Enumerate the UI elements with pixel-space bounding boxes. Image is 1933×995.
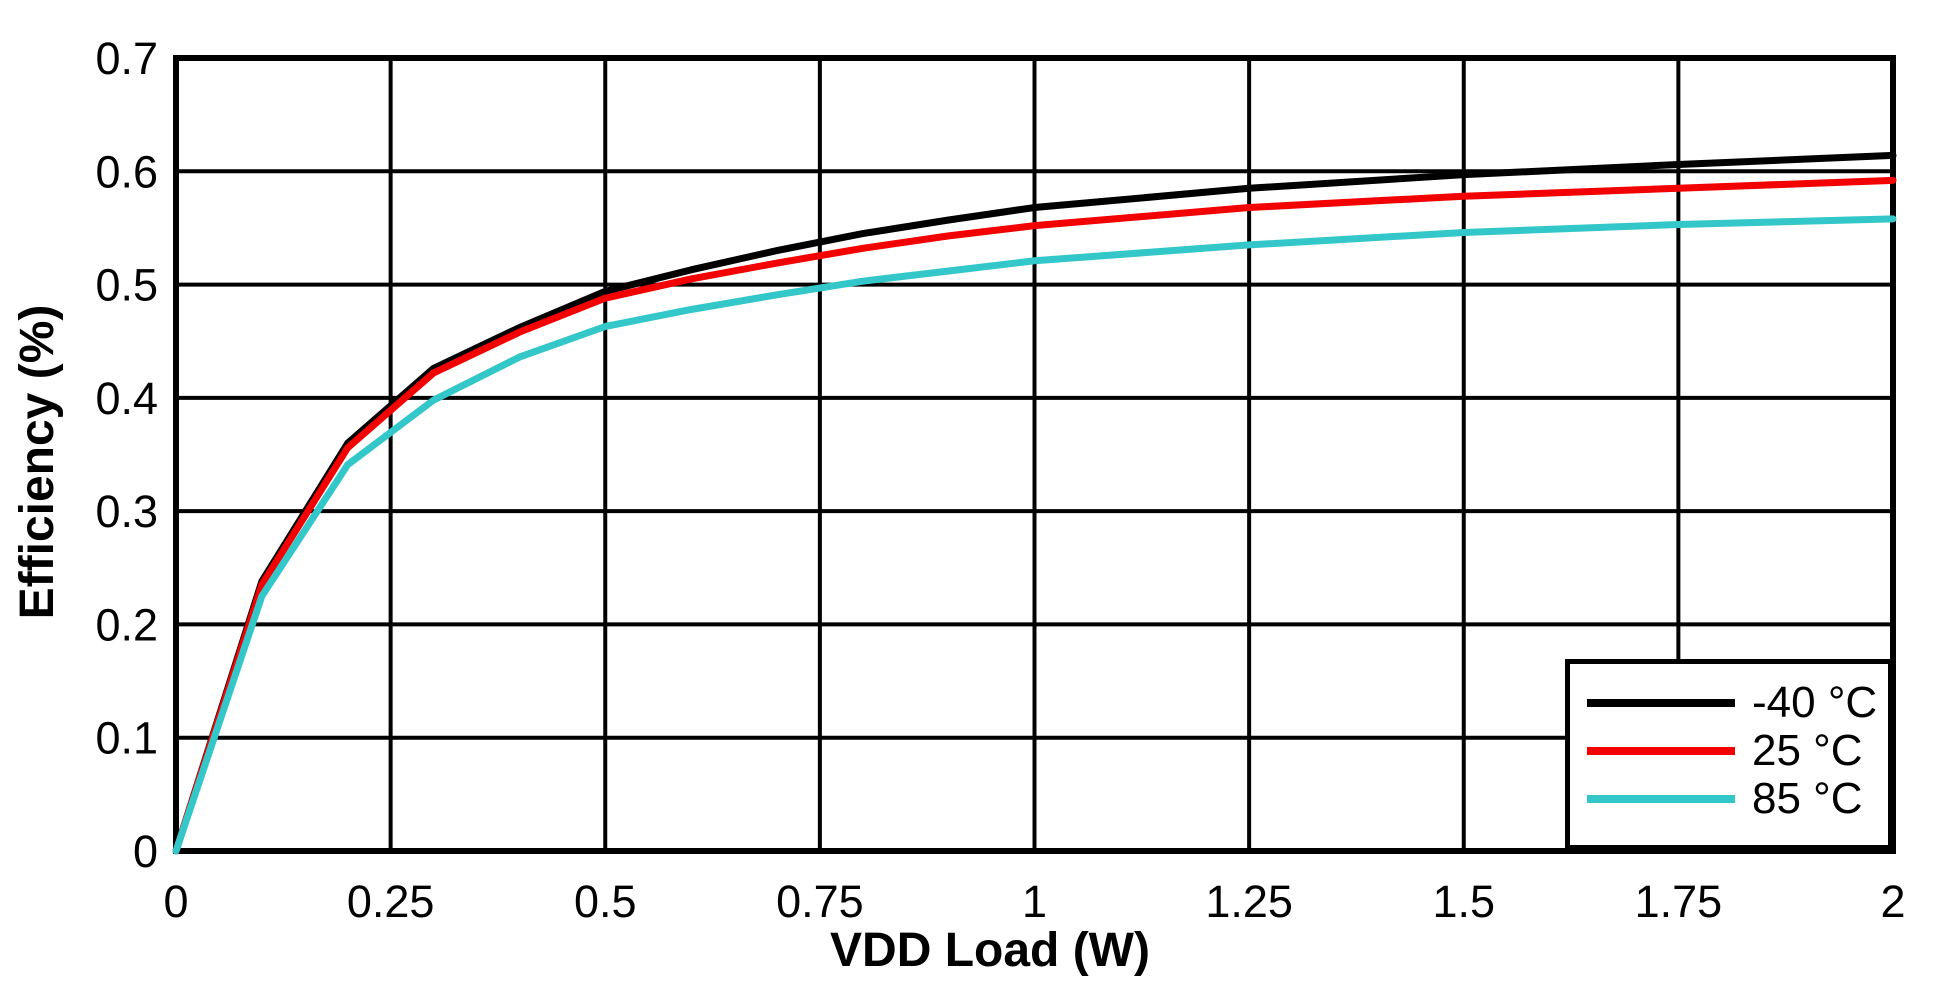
y-tick-label: 0.1 (95, 713, 158, 764)
x-tick-label: 1.5 (1432, 876, 1495, 927)
y-tick-label: 0.4 (95, 373, 158, 424)
x-tick-label: 0 (163, 876, 188, 927)
plot-border (173, 55, 1896, 854)
y-tick-label: 0.2 (95, 599, 158, 650)
x-tick-label: 1.25 (1205, 876, 1293, 927)
x-tick-label: 1 (1022, 876, 1047, 927)
legend-item-25c: 25 °C (1570, 727, 1888, 775)
x-tick-label: 0.25 (347, 876, 435, 927)
x-tick-label: 0.5 (574, 876, 637, 927)
legend-line-swatch-minus40c (1587, 699, 1735, 707)
legend: -40 °C 25 °C 85 °C (1565, 659, 1893, 850)
series-line-1 (172, 176, 1897, 855)
y-tick-label: 0.6 (95, 146, 158, 197)
x-axis-title: VDD Load (W) (830, 924, 1150, 977)
series-line-2 (172, 215, 1897, 855)
y-tick-label: 0.7 (95, 33, 158, 84)
x-tick-label: 0.75 (776, 876, 864, 927)
legend-line-swatch-25c (1587, 747, 1735, 755)
legend-item-85c: 85 °C (1570, 775, 1888, 823)
legend-item-minus40c: -40 °C (1570, 679, 1888, 727)
y-axis-title: Efficiency (%) (11, 304, 64, 620)
y-tick-label: 0.3 (95, 486, 158, 537)
y-tick-label: 0.5 (95, 260, 158, 311)
y-tick-label: 0 (133, 826, 158, 877)
x-tick-label: 1.75 (1635, 876, 1723, 927)
legend-label-25c: 25 °C (1752, 726, 1863, 775)
legend-line-swatch-85c (1587, 795, 1735, 803)
x-tick-label: 2 (1880, 876, 1905, 927)
legend-label-85c: 85 °C (1752, 774, 1863, 823)
legend-label-minus40c: -40 °C (1752, 678, 1878, 727)
